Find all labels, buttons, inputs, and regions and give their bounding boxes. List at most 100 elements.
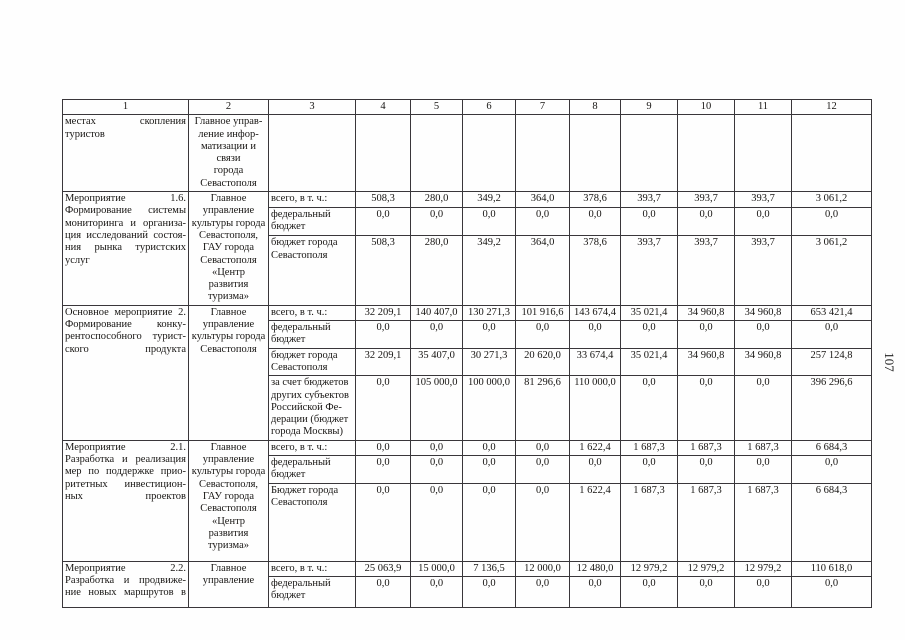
value-cell: 0,0 bbox=[462, 320, 516, 349]
value-cell: 393,7 bbox=[620, 191, 678, 208]
budget-type-cell: всего, в т. ч.: bbox=[268, 439, 356, 457]
value-cell: 0,0 bbox=[462, 482, 516, 562]
value-cell: 1 687,3 bbox=[620, 482, 678, 562]
table-row: федеральный бюджет 0,0 0,0 0,0 0,0 0,0 0,0 0,0 0… bbox=[63, 455, 872, 484]
value-cell: 0,0 bbox=[677, 455, 735, 484]
value-cell: 12 979,2 bbox=[734, 560, 792, 577]
activity-cell: Основное мероприятие 2. Формирование кон… bbox=[62, 304, 189, 441]
value-cell: 0,0 bbox=[355, 575, 411, 608]
value-cell: 364,0 bbox=[515, 235, 570, 306]
budget-type-cell bbox=[268, 114, 356, 193]
value-cell: 0,0 bbox=[410, 455, 463, 484]
value-cell: 12 000,0 bbox=[515, 560, 570, 577]
value-cell: 33 674,4 bbox=[569, 347, 621, 377]
column-header: 1 bbox=[62, 98, 189, 116]
value-cell: 20 620,0 bbox=[515, 347, 570, 377]
value-cell: 0,0 bbox=[410, 575, 463, 608]
value-cell: 393,7 bbox=[734, 235, 792, 306]
value-cell: 3 061,2 bbox=[791, 235, 872, 306]
value-cell bbox=[620, 114, 678, 193]
value-cell bbox=[791, 114, 872, 193]
value-cell: 101 916,6 bbox=[515, 304, 570, 322]
value-cell: 0,0 bbox=[355, 206, 411, 237]
value-cell: 378,6 bbox=[569, 191, 621, 208]
value-cell: 1 687,3 bbox=[677, 439, 735, 457]
value-cell: 110 618,0 bbox=[791, 560, 872, 577]
value-cell: 0,0 bbox=[355, 375, 411, 441]
budget-type-cell: всего, в т. ч.: bbox=[268, 304, 356, 322]
budget-type-cell: федеральный бюджет bbox=[268, 455, 356, 484]
value-cell: 1 622,4 bbox=[569, 439, 621, 457]
executor-cell: Главное управление культуры города Севас… bbox=[188, 304, 269, 441]
column-header: 8 bbox=[569, 98, 621, 116]
column-header-row: 1 2 3 4 5 6 7 8 9 10 11 12 bbox=[62, 98, 872, 116]
value-cell: 34 960,8 bbox=[677, 347, 735, 377]
table-row: федеральный бюджет 0,0 0,0 0,0 0,0 0,0 0,0 0,0 0… bbox=[63, 206, 872, 237]
value-cell: 6 684,3 bbox=[791, 439, 872, 457]
value-cell: 0,0 bbox=[569, 206, 621, 237]
value-cell: 140 407,0 bbox=[410, 304, 463, 322]
value-cell: 0,0 bbox=[734, 206, 792, 237]
value-cell: 393,7 bbox=[734, 191, 792, 208]
value-cell: 30 271,3 bbox=[462, 347, 516, 377]
value-cell bbox=[462, 114, 516, 193]
value-cell: 1 687,3 bbox=[677, 482, 735, 562]
value-cell bbox=[410, 114, 463, 193]
value-cell: 7 136,5 bbox=[462, 560, 516, 577]
value-cell: 130 271,3 bbox=[462, 304, 516, 322]
column-header: 11 bbox=[734, 98, 792, 116]
value-cell: 0,0 bbox=[515, 482, 570, 562]
budget-type-cell: федеральный бюджет bbox=[268, 206, 356, 237]
budget-type-cell: федеральный бюджет bbox=[268, 575, 356, 608]
value-cell bbox=[515, 114, 570, 193]
column-header: 7 bbox=[515, 98, 570, 116]
column-header: 6 bbox=[462, 98, 516, 116]
value-cell: 280,0 bbox=[410, 191, 463, 208]
value-cell: 0,0 bbox=[791, 575, 872, 608]
value-cell: 280,0 bbox=[410, 235, 463, 306]
table-row: Бюджет города Севастополя 0,0 0,0 0,0 0,0 1 6… bbox=[63, 482, 872, 562]
activity-cell: местах скопления туристов bbox=[62, 114, 189, 193]
value-cell: 110 000,0 bbox=[569, 375, 621, 441]
value-cell bbox=[677, 114, 735, 193]
value-cell: 34 960,8 bbox=[734, 347, 792, 377]
executor-cell: Главное управление bbox=[188, 560, 269, 608]
value-cell: 35 407,0 bbox=[410, 347, 463, 377]
value-cell: 32 209,1 bbox=[355, 347, 411, 377]
column-header: 4 bbox=[355, 98, 411, 116]
value-cell: 1 687,3 bbox=[620, 439, 678, 457]
page-number: 107 bbox=[882, 352, 897, 372]
value-cell: 0,0 bbox=[677, 375, 735, 441]
value-cell: 34 960,8 bbox=[677, 304, 735, 322]
table-row: Мероприятие 1.6. Формирование системы мо… bbox=[62, 191, 872, 306]
executor-cell: Главное управление культуры города Севас… bbox=[188, 191, 269, 306]
budget-table: 1 2 3 4 5 6 7 8 9 10 11 12 местах скопления туристо… bbox=[62, 98, 872, 608]
value-cell: 349,2 bbox=[462, 191, 516, 208]
value-cell: 100 000,0 bbox=[462, 375, 516, 441]
value-cell: 0,0 bbox=[791, 455, 872, 484]
table-row: Основное мероприятие 2. Формирование кон… bbox=[62, 304, 872, 441]
budget-type-cell: федеральный бюджет bbox=[268, 320, 356, 349]
value-cell: 0,0 bbox=[677, 206, 735, 237]
value-cell: 15 000,0 bbox=[410, 560, 463, 577]
value-cell: 364,0 bbox=[515, 191, 570, 208]
value-cell: 12 979,2 bbox=[620, 560, 678, 577]
value-cell: 143 674,4 bbox=[569, 304, 621, 322]
value-cell: 0,0 bbox=[410, 482, 463, 562]
value-cell: 34 960,8 bbox=[734, 304, 792, 322]
value-cell: 3 061,2 bbox=[791, 191, 872, 208]
value-cell: 0,0 bbox=[515, 455, 570, 484]
value-cell: 0,0 bbox=[410, 206, 463, 237]
column-header: 5 bbox=[410, 98, 463, 116]
table-row: федеральный бюджет 0,0 0,0 0,0 0,0 0,0 0,0 0,0 0… bbox=[63, 575, 872, 608]
value-cell: 0,0 bbox=[569, 320, 621, 349]
value-cell bbox=[569, 114, 621, 193]
value-cell: 0,0 bbox=[620, 320, 678, 349]
activity-cell: Мероприятие 1.6. Формирование системы мо… bbox=[62, 191, 189, 306]
value-cell: 0,0 bbox=[734, 375, 792, 441]
table-row: Мероприятие 2.1. Разработка и реализация… bbox=[62, 439, 872, 562]
activity-cell: Мероприятие 2.1. Разработка и реализация… bbox=[62, 439, 189, 562]
value-cell: 0,0 bbox=[515, 320, 570, 349]
value-cell: 1 687,3 bbox=[734, 439, 792, 457]
value-cell: 508,3 bbox=[355, 191, 411, 208]
